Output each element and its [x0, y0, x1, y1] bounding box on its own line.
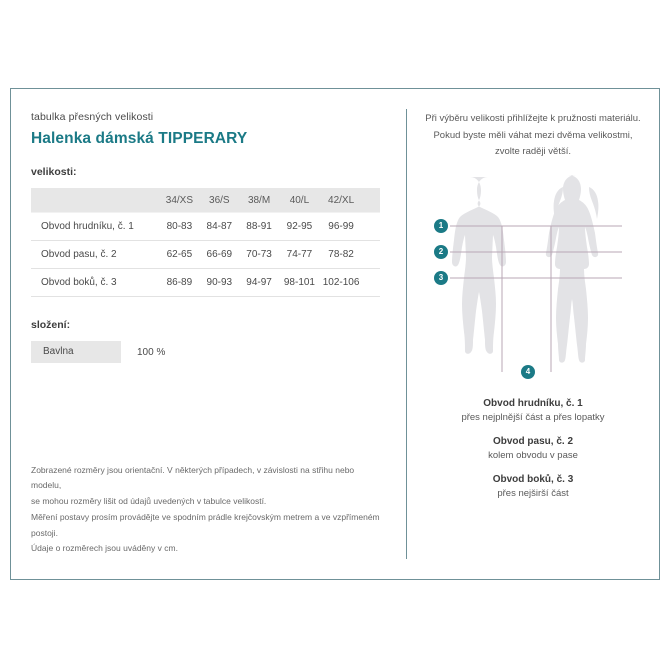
measure-title-1: Obvod hrudníku, č. 1: [483, 397, 583, 409]
column-header-label: [31, 188, 160, 213]
male-silhouette-icon: [452, 176, 506, 354]
female-silhouette-icon: [545, 174, 599, 363]
page-title: Halenka dámská TIPPERARY: [31, 130, 248, 147]
advice-line-1: Pokud byste měli váhat mezi dvěma veliko…: [433, 129, 633, 141]
silhouettes-svg: [444, 174, 622, 372]
cell-1-3: 74-77: [278, 240, 320, 269]
table-row: Obvod pasu, č. 2 62-65 66-69 70-73 74-77…: [31, 240, 380, 269]
column-header-4: 42/XL: [319, 188, 363, 213]
column-header-pad: [362, 188, 380, 213]
composition-label: složení:: [31, 319, 71, 331]
size-table-head: 34/XS 36/S 38/M 40/L 42/XL: [31, 188, 380, 213]
measure-desc-2: kolem obvodu v pase: [488, 449, 578, 461]
measure-desc-1: přes nejplnější část a přes lopatky: [461, 411, 605, 423]
size-table-body: Obvod hrudníku, č. 1 80-83 84-87 88-91 9…: [31, 212, 380, 297]
eyebrow-text: tabulka přesných velikosti: [31, 111, 154, 123]
size-table-header-row: 34/XS 36/S 38/M 40/L 42/XL: [31, 188, 380, 213]
cell-0-1: 84-87: [199, 212, 240, 241]
cell-1-pad: [362, 240, 380, 269]
disclaimer-line-1: se mohou rozměry lišit od údajů uvedenýc…: [31, 496, 267, 507]
column-header-3: 40/L: [278, 188, 320, 213]
cell-1-2: 70-73: [239, 240, 279, 269]
cell-2-4: 102-106: [319, 268, 363, 297]
advice-line-2: zvolte raději větší.: [494, 146, 572, 158]
column-header-1: 36/S: [199, 188, 240, 213]
size-table: 34/XS 36/S 38/M 40/L 42/XL Obvod hrudník…: [31, 188, 380, 297]
left-pane: tabulka přesných velikosti Halenka dámsk…: [11, 89, 406, 579]
badge-4: 4: [521, 364, 535, 379]
composition-section: složení: Bavlna 100 %: [31, 319, 386, 363]
measure-title-3: Obvod boků, č. 3: [492, 473, 574, 485]
measure-title-2: Obvod pasu, č. 2: [492, 435, 574, 447]
disclaimer-line-2: Měření postavy prosím provádějte ve spod…: [31, 511, 380, 538]
composition-material: Bavlna: [31, 341, 121, 363]
advice-line-0: Při výběru velikosti přihlížejte k pružn…: [425, 113, 641, 124]
disclaimer-line-0: Zobrazené rozměry jsou orientační. V něk…: [31, 464, 355, 491]
cell-0-pad: [362, 212, 380, 241]
composition-percent: 100 %: [137, 346, 166, 358]
measure-desc-3: přes nejširší část: [497, 487, 569, 499]
cell-0-3: 92-95: [278, 212, 320, 241]
cell-2-2: 94-97: [239, 268, 279, 297]
table-row: Obvod boků, č. 3 86-89 90-93 94-97 98-10…: [31, 268, 380, 297]
badge-2: 2: [434, 244, 448, 259]
column-header-2: 38/M: [239, 188, 279, 213]
measure-block-2: Obvod pasu, č. 2 kolem obvodu v pase: [423, 436, 643, 461]
pane-divider: [406, 109, 407, 559]
table-row: Obvod hrudníku, č. 1 80-83 84-87 88-91 9…: [31, 212, 380, 241]
cell-0-2: 88-91: [239, 212, 279, 241]
cell-2-0: 86-89: [159, 268, 200, 297]
measurement-lines: [444, 225, 622, 372]
body-figure-diagram: 1 2 3 4: [426, 167, 640, 382]
cell-0-0: 80-83: [159, 212, 200, 241]
cell-1-4: 78-82: [319, 240, 363, 269]
advice-text: Při výběru velikosti přihlížejte k pružn…: [423, 111, 643, 161]
cell-1-1: 66-69: [199, 240, 240, 269]
badge-3: 3: [434, 270, 448, 285]
disclaimer-line-3: Údaje o rozměrech jsou uváděny v cm.: [31, 543, 178, 554]
cell-2-1: 90-93: [199, 268, 240, 297]
row-label-0: Obvod hrudníku, č. 1: [31, 212, 160, 241]
cell-2-3: 98-101: [278, 268, 320, 297]
panes: tabulka přesných velikosti Halenka dámsk…: [11, 89, 659, 579]
sizes-label: velikosti:: [31, 166, 77, 178]
cell-0-4: 96-99: [319, 212, 363, 241]
measure-block-1: Obvod hrudníku, č. 1 přes nejplnější čás…: [423, 398, 643, 423]
row-label-2: Obvod boků, č. 3: [31, 268, 160, 297]
measure-block-3: Obvod boků, č. 3 přes nejširší část: [423, 474, 643, 499]
column-header-0: 34/XS: [159, 188, 200, 213]
right-pane: Při výběru velikosti přihlížejte k pružn…: [407, 89, 659, 579]
cell-1-0: 62-65: [159, 240, 200, 269]
cell-2-pad: [362, 268, 380, 297]
measure-descriptions: Obvod hrudníku, č. 1 přes nejplnější čás…: [423, 398, 643, 499]
size-chart-card: tabulka přesných velikosti Halenka dámsk…: [10, 88, 660, 580]
row-label-1: Obvod pasu, č. 2: [31, 240, 160, 269]
composition-row: Bavlna 100 %: [31, 341, 386, 363]
badge-1: 1: [434, 218, 448, 233]
disclaimer-text: Zobrazené rozměry jsou orientační. V něk…: [31, 463, 381, 557]
